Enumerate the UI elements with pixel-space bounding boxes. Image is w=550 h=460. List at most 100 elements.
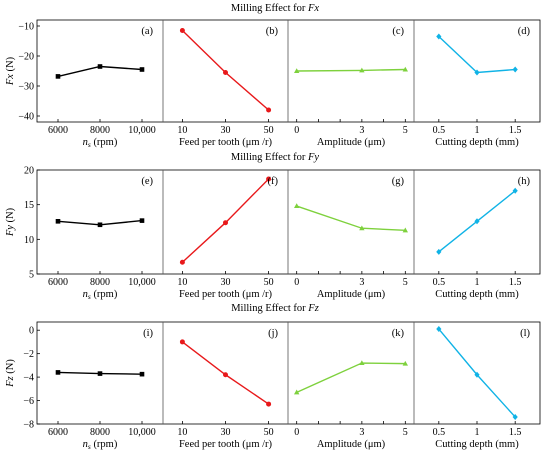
x-tick-label: 0 <box>294 277 299 288</box>
panel-label: (d) <box>518 26 531 37</box>
data-point <box>512 413 518 420</box>
x-tick-label: 3 <box>359 427 364 438</box>
data-point <box>266 176 272 182</box>
data-point <box>436 33 442 40</box>
x-tick-label: 0 <box>294 427 299 438</box>
data-point <box>266 401 272 407</box>
x-axis-label: Amplitude (μm) <box>317 439 386 450</box>
x-tick-label: 5 <box>403 427 408 438</box>
row-title: Milling Effect for Fx <box>231 3 320 14</box>
panel-label: (i) <box>143 328 153 339</box>
row-frame <box>36 321 541 425</box>
x-tick-label: 50 <box>264 427 274 438</box>
x-tick-label: 6000 <box>48 427 68 438</box>
series-line <box>296 205 406 232</box>
data-point <box>179 339 185 345</box>
x-tick-label: 3 <box>359 125 364 136</box>
data-point <box>223 220 228 226</box>
series-line <box>438 35 516 74</box>
y-tick-label: −40 <box>18 112 34 123</box>
series-line <box>296 362 406 393</box>
panel-label: (c) <box>392 26 404 37</box>
data-point <box>402 227 409 233</box>
y-tick-label: −6 <box>23 396 34 407</box>
x-tick-label: 10 <box>177 277 187 288</box>
x-axis-label: Cutting depth (mm) <box>435 289 519 300</box>
data-point <box>436 326 442 333</box>
data-point <box>55 370 61 375</box>
x-tick-label: 10 <box>177 125 187 136</box>
data-point <box>359 67 365 73</box>
data-point <box>97 222 103 228</box>
x-tick-label: 0 <box>294 125 299 136</box>
x-axis-label: Cutting depth (mm) <box>435 439 519 450</box>
x-tick-label: 30 <box>221 277 231 288</box>
data-point <box>97 64 103 69</box>
x-axis-label: ns (rpm) <box>83 289 118 301</box>
panel-label: (h) <box>518 176 531 187</box>
row-fz: Milling Effect for Fz 0 −2 −4 −6 −8 Fz (N) 6000… <box>5 303 541 451</box>
data-point <box>223 70 228 75</box>
panel-label: (e) <box>141 176 153 187</box>
row-frame <box>36 19 541 123</box>
panel-label: (a) <box>141 26 153 37</box>
series-line <box>296 68 406 72</box>
x-tick-label: 8000 <box>90 125 110 136</box>
y-tick-label: 10 <box>24 235 34 246</box>
x-axis-label: Feed per tooth (μm /r) <box>179 439 273 450</box>
x-tick-label: 0.5 <box>433 427 446 438</box>
x-tick-label: 8000 <box>90 277 110 288</box>
data-point <box>139 67 145 72</box>
data-point <box>293 203 300 209</box>
x-tick-label: 1.5 <box>509 125 522 136</box>
data-point <box>266 107 272 113</box>
data-point <box>139 371 145 377</box>
x-tick-label: 5 <box>403 125 408 136</box>
x-axis-label: Cutting depth (mm) <box>435 137 519 148</box>
x-tick-label: 50 <box>264 277 274 288</box>
x-tick-label: 1.5 <box>509 277 522 288</box>
y-tick-label: −20 <box>18 52 34 63</box>
panel-label: (b) <box>266 26 279 37</box>
x-tick-label: 50 <box>264 125 274 136</box>
data-point <box>402 360 409 366</box>
data-point <box>512 66 518 73</box>
data-point <box>179 259 185 265</box>
y-axis-label: Fz (N) <box>5 359 16 388</box>
data-point <box>139 218 145 223</box>
x-tick-label: 5 <box>403 277 408 288</box>
x-tick-label: 8000 <box>90 427 110 438</box>
data-point <box>474 69 480 76</box>
x-axis-label: Feed per tooth (μm /r) <box>179 289 273 300</box>
data-point <box>55 74 61 79</box>
panel-label: (j) <box>268 328 278 339</box>
y-tick-label: 5 <box>29 270 34 281</box>
x-axis-label: ns (rpm) <box>83 439 118 451</box>
x-tick-label: 6000 <box>48 125 68 136</box>
row-frame <box>36 169 541 275</box>
data-point <box>474 371 480 378</box>
x-tick-label: 10 <box>177 427 187 438</box>
y-tick-label: −8 <box>23 420 34 431</box>
panel-label: (g) <box>392 176 405 187</box>
x-tick-label: 10,000 <box>128 125 156 136</box>
row-title: Milling Effect for Fy <box>231 152 320 163</box>
data-point <box>97 371 103 376</box>
y-tick-label: 0 <box>29 326 34 337</box>
row-fx: Milling Effect for Fx −10 −20 −30 −40 Fx (N) 6… <box>5 3 541 149</box>
data-point <box>512 187 518 194</box>
x-axis-label: ns (rpm) <box>83 137 118 149</box>
x-tick-label: 10,000 <box>128 277 156 288</box>
y-tick-label: 15 <box>24 200 34 211</box>
y-tick-label: 20 <box>24 166 34 177</box>
data-point <box>359 225 365 231</box>
data-point <box>359 360 365 366</box>
data-point <box>293 389 300 395</box>
x-tick-label: 30 <box>221 427 231 438</box>
x-tick-label: 0.5 <box>433 125 446 136</box>
x-axis-label: Amplitude (μm) <box>317 137 386 148</box>
x-tick-label: 6000 <box>48 277 68 288</box>
x-tick-label: 10,000 <box>128 427 156 438</box>
